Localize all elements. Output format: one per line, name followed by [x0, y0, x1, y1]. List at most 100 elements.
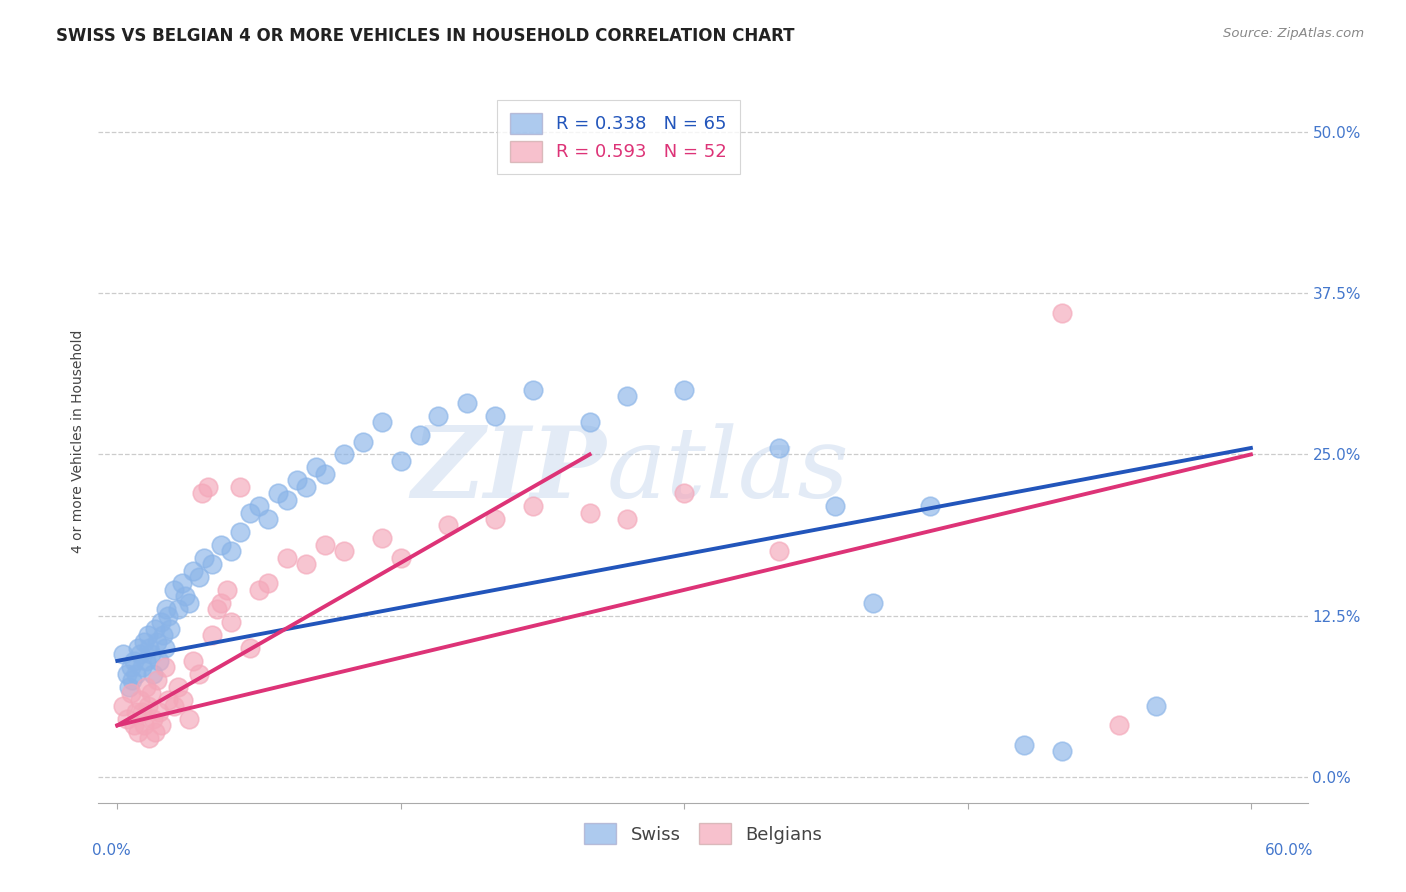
Point: [824, 499, 846, 513]
Point: [115, 712, 138, 726]
Point: [408, 428, 430, 442]
Point: [1050, 744, 1073, 758]
Point: [522, 383, 544, 397]
Point: [295, 557, 318, 571]
Point: [229, 524, 252, 539]
Point: [138, 731, 160, 746]
Point: [191, 486, 214, 500]
Point: [267, 486, 290, 500]
Y-axis label: 4 or more Vehicles in Household: 4 or more Vehicles in Household: [72, 330, 86, 553]
Point: [153, 660, 176, 674]
Point: [125, 706, 148, 720]
Point: [131, 660, 153, 674]
Point: [148, 654, 170, 668]
Point: [768, 544, 790, 558]
Point: [115, 666, 138, 681]
Point: [522, 499, 544, 513]
Point: [257, 512, 280, 526]
Point: [129, 692, 152, 706]
Point: [219, 544, 242, 558]
Point: [181, 654, 204, 668]
Point: [1144, 699, 1167, 714]
Point: [143, 724, 166, 739]
Point: [209, 538, 232, 552]
Point: [153, 640, 176, 655]
Point: [333, 544, 356, 558]
Text: Source: ZipAtlas.com: Source: ZipAtlas.com: [1223, 27, 1364, 40]
Point: [124, 654, 146, 668]
Point: [314, 538, 336, 552]
Point: [179, 596, 201, 610]
Text: atlas: atlas: [606, 423, 849, 518]
Point: [229, 480, 252, 494]
Legend: Swiss, Belgians: Swiss, Belgians: [576, 816, 830, 852]
Point: [136, 699, 159, 714]
Point: [484, 512, 506, 526]
Point: [371, 531, 394, 545]
Point: [219, 615, 242, 630]
Point: [141, 648, 163, 662]
Point: [132, 718, 155, 732]
Point: [193, 550, 215, 565]
Point: [157, 692, 180, 706]
Point: [111, 699, 134, 714]
Point: [141, 686, 163, 700]
Point: [314, 467, 336, 481]
Point: [427, 409, 450, 423]
Point: [1108, 718, 1130, 732]
Point: [276, 550, 298, 565]
Point: [149, 718, 172, 732]
Point: [484, 409, 506, 423]
Point: [1050, 305, 1073, 319]
Text: 0.0%: 0.0%: [93, 843, 131, 857]
Point: [673, 383, 696, 397]
Point: [181, 564, 204, 578]
Point: [578, 415, 600, 429]
Text: ZIP: ZIP: [412, 422, 606, 518]
Point: [862, 596, 884, 610]
Point: [187, 570, 209, 584]
Point: [333, 447, 356, 461]
Point: [295, 480, 318, 494]
Point: [127, 640, 149, 655]
Point: [918, 499, 941, 513]
Point: [201, 628, 224, 642]
Point: [146, 634, 169, 648]
Point: [239, 640, 262, 655]
Point: [768, 441, 790, 455]
Point: [121, 673, 143, 688]
Point: [673, 486, 696, 500]
Point: [389, 454, 412, 468]
Point: [174, 590, 197, 604]
Point: [120, 686, 142, 700]
Point: [120, 660, 142, 674]
Point: [1012, 738, 1035, 752]
Point: [247, 499, 270, 513]
Point: [305, 460, 328, 475]
Point: [163, 699, 186, 714]
Point: [215, 582, 238, 597]
Point: [118, 680, 141, 694]
Point: [170, 576, 193, 591]
Point: [136, 628, 159, 642]
Point: [166, 680, 188, 694]
Point: [437, 518, 460, 533]
Point: [239, 506, 262, 520]
Point: [132, 634, 155, 648]
Point: [172, 692, 194, 706]
Point: [125, 666, 148, 681]
Point: [616, 389, 638, 403]
Point: [159, 622, 181, 636]
Point: [163, 582, 186, 597]
Point: [371, 415, 394, 429]
Point: [247, 582, 270, 597]
Text: SWISS VS BELGIAN 4 OR MORE VEHICLES IN HOUSEHOLD CORRELATION CHART: SWISS VS BELGIAN 4 OR MORE VEHICLES IN H…: [56, 27, 794, 45]
Point: [201, 557, 224, 571]
Point: [157, 608, 180, 623]
Point: [131, 706, 153, 720]
Point: [148, 706, 170, 720]
Point: [187, 666, 209, 681]
Point: [166, 602, 188, 616]
Point: [285, 473, 308, 487]
Point: [111, 648, 134, 662]
